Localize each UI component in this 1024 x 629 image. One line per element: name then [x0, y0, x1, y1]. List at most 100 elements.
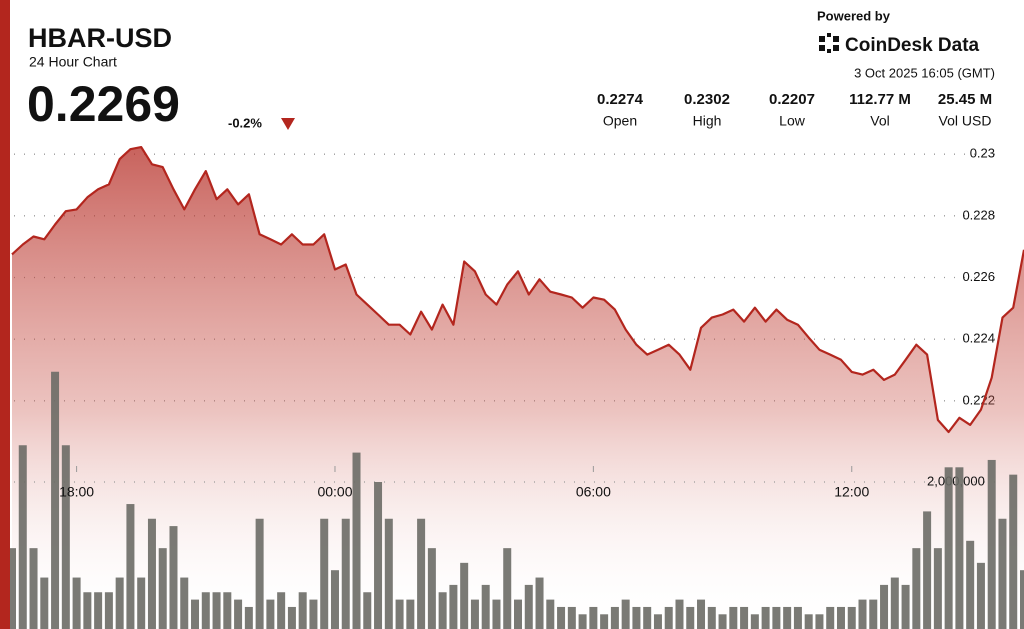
volume-bar [944, 467, 953, 629]
volume-bar [923, 511, 932, 629]
price-change: -0.2% [228, 115, 262, 130]
stat-value: 0.2207 [769, 91, 815, 108]
volume-bar [955, 467, 964, 629]
stat-value: 112.77 M [849, 91, 911, 108]
volume-bar [567, 606, 576, 629]
volume-bar [61, 445, 70, 629]
price-line [11, 146, 1024, 434]
volume-bar [718, 614, 727, 629]
volume-bar [998, 518, 1007, 629]
volume-bar [976, 562, 985, 629]
stat-label: High [693, 113, 722, 129]
volume-bar [287, 606, 296, 629]
volume-bar [395, 599, 404, 629]
volume-bar [470, 599, 479, 629]
volume-bar [847, 606, 856, 629]
stats: 0.2274 Open 0.2302 High 0.2207 Low 112.77 M Vol… [597, 91, 992, 129]
y-tick-label: 0.226 [962, 269, 995, 284]
powered-by: Powered by [817, 8, 891, 23]
volume-bar [750, 614, 759, 629]
volume-bar [966, 540, 975, 629]
volume-bar [546, 599, 555, 629]
volume-bar [481, 584, 490, 629]
volume-bar [374, 482, 383, 629]
volume-bar [793, 606, 802, 629]
stat-value: 0.2274 [597, 91, 644, 108]
volume-bar [115, 577, 124, 629]
ticker-title: HBAR-USD [28, 23, 172, 53]
volume-bar [869, 599, 878, 629]
volume-bar [8, 548, 16, 629]
volume-bar [664, 606, 673, 629]
volume-bar [298, 592, 307, 629]
volume-bar [761, 606, 770, 629]
volume-bar [29, 548, 38, 629]
subtitle: 24 Hour Chart [29, 54, 117, 70]
volume-bar [600, 614, 609, 629]
volume-bar [191, 599, 200, 629]
volume-bar [158, 548, 167, 629]
volume-bar [804, 614, 813, 629]
volume-bar [277, 592, 286, 629]
volume-bar [729, 606, 738, 629]
volume-bar [514, 599, 522, 629]
stat-label: Vol USD [939, 113, 992, 129]
volume-bar [901, 584, 910, 629]
volume-bar [697, 599, 706, 629]
volume-bar [557, 606, 566, 629]
volume-bar [438, 592, 447, 629]
volume-bar [987, 459, 996, 629]
volume-bar [18, 445, 27, 629]
brand-logo [819, 33, 839, 53]
volume-bar [740, 606, 749, 629]
volume-bar [201, 592, 210, 629]
volume-bar [169, 526, 178, 629]
volume-bar [72, 577, 81, 629]
volume-bar [880, 584, 889, 629]
volume-bar [330, 570, 339, 629]
volume-bar [503, 548, 512, 629]
volume-bar [578, 614, 587, 629]
volume-bar [858, 599, 867, 629]
volume-bar [147, 518, 156, 629]
volume-bar [406, 599, 415, 629]
volume-bar [707, 606, 716, 629]
volume-bar [815, 614, 824, 629]
volume-bar [40, 577, 49, 629]
volume-bar [492, 599, 501, 629]
brand-name: CoinDesk Data [845, 35, 980, 56]
volume-bar [524, 584, 533, 629]
volume-bar [83, 592, 92, 629]
volume-bar [686, 606, 695, 629]
volume-bar [341, 518, 350, 629]
volume-bar [449, 584, 458, 629]
stat-label: Low [779, 113, 806, 129]
volume-bar [772, 606, 781, 629]
volume-bar [223, 592, 232, 629]
volume-bar [632, 606, 641, 629]
plot-area: 0.2220.2240.2260.2280.232,000,00018:0000… [8, 146, 1024, 629]
volume-bar [363, 592, 372, 629]
volume-bar [1020, 570, 1024, 629]
volume-bar [675, 599, 684, 629]
volume-bar [244, 606, 253, 629]
x-tick-label: 06:00 [576, 484, 611, 500]
volume-bar [836, 606, 845, 629]
stat-label: Open [603, 113, 637, 129]
volume-bar [126, 504, 135, 629]
volume-bar [320, 518, 329, 629]
volume-bar [384, 518, 393, 629]
volume-bar [51, 371, 60, 629]
volume-bar [826, 606, 835, 629]
volume-bar [309, 599, 318, 629]
y-tick-label: 0.228 [962, 207, 995, 222]
price: 0.2269 [27, 76, 180, 132]
volume-bar [427, 548, 436, 629]
volume-bar [890, 577, 899, 629]
volume-bar [912, 548, 921, 629]
volume-bar [180, 577, 189, 629]
volume-bar [535, 577, 544, 629]
volume-bar [234, 599, 243, 629]
volume-bar [266, 599, 275, 629]
